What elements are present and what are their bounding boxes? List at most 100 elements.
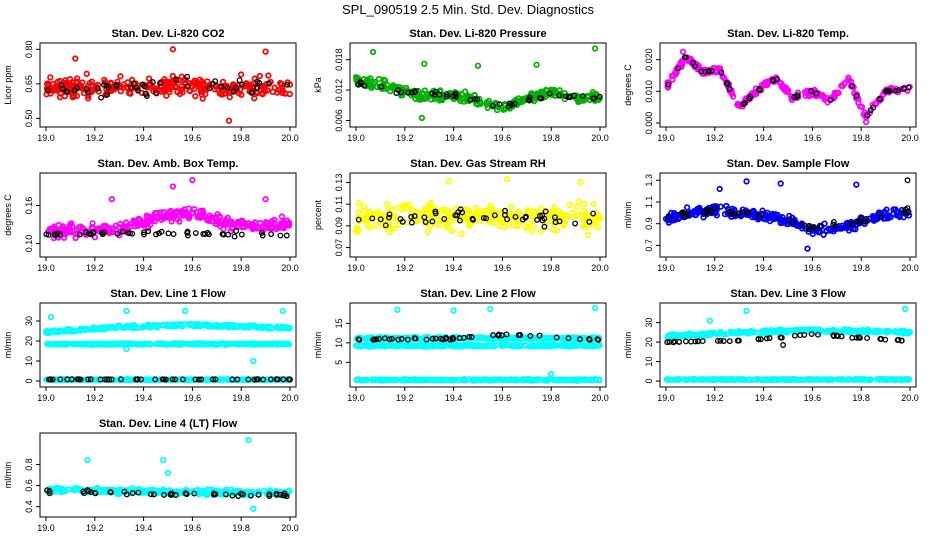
x-tick-label: 19.2 (86, 263, 104, 273)
y-tick-label: 0.020 (644, 48, 654, 71)
data-point (813, 90, 820, 97)
data-point (664, 376, 672, 383)
data-point (276, 224, 283, 231)
data-point (594, 336, 601, 343)
data-point (215, 376, 222, 383)
data-point (740, 101, 747, 108)
data-point (809, 376, 816, 383)
plot-frame (659, 302, 917, 388)
data-point (253, 85, 260, 91)
data-point (280, 376, 287, 383)
data-point (202, 340, 209, 348)
y-tick-label: 30 (24, 316, 34, 326)
data-point (728, 209, 735, 216)
data-point (205, 486, 213, 493)
data-point (561, 342, 568, 349)
data-point (495, 331, 502, 338)
data-point (480, 214, 487, 221)
x-tick-label: 19.4 (445, 393, 463, 403)
data-point (186, 213, 193, 220)
x-tick-label: 19.0 (37, 133, 55, 143)
data-point (590, 200, 597, 208)
data-point (252, 340, 260, 347)
data-point (712, 205, 719, 211)
data-point (44, 487, 51, 494)
data-point (55, 221, 62, 229)
data-point (417, 209, 424, 216)
data-point (864, 335, 871, 342)
data-point (757, 336, 764, 343)
data-point (99, 231, 106, 238)
y-tick-label: 0.4 (24, 500, 34, 513)
y-axis-label: ml/min (3, 332, 13, 359)
data-point (123, 345, 130, 353)
x-tick-label: 19.6 (184, 393, 202, 403)
data-point (596, 377, 603, 384)
data-point (107, 489, 114, 496)
data-point (71, 328, 79, 335)
data-points (352, 305, 603, 384)
data-point (369, 48, 377, 56)
data-point (408, 213, 415, 220)
data-point (361, 376, 369, 384)
data-point (815, 331, 821, 338)
data-point (98, 340, 106, 347)
data-point (469, 215, 476, 222)
data-point (220, 225, 227, 233)
data-point (184, 232, 191, 239)
data-point (249, 223, 256, 230)
data-point (782, 219, 790, 226)
data-point (247, 81, 254, 88)
data-point (89, 220, 96, 227)
data-point (167, 491, 174, 498)
data-point (214, 217, 222, 225)
data-point (894, 337, 901, 344)
data-point (766, 335, 773, 342)
data-point (501, 341, 508, 349)
data-point (284, 81, 291, 88)
data-point (358, 81, 364, 87)
data-point (789, 219, 796, 226)
data-point (390, 342, 398, 349)
data-point (695, 62, 702, 70)
x-tick-label: 19.2 (86, 523, 104, 533)
x-tick-label: 19.4 (135, 133, 153, 143)
data-point (249, 89, 256, 96)
data-point (743, 178, 750, 185)
data-point (127, 84, 134, 91)
y-tick-label: 0.8 (24, 458, 34, 471)
data-point (152, 376, 159, 383)
data-point (777, 180, 784, 187)
data-point (827, 96, 834, 103)
data-point (172, 376, 179, 383)
data-point (438, 335, 444, 342)
data-point (542, 208, 549, 215)
data-point (173, 76, 180, 83)
data-point (259, 232, 266, 239)
chart-title: Stan. Dev. Amb. Box Temp. (98, 158, 239, 170)
data-point (849, 334, 856, 341)
data-point (586, 336, 593, 343)
data-point (120, 81, 127, 88)
data-point (529, 228, 536, 235)
data-point (59, 85, 66, 92)
data-point (536, 332, 543, 339)
data-point (385, 205, 392, 212)
data-point (506, 376, 513, 383)
data-point (384, 342, 391, 349)
data-point (369, 215, 376, 222)
data-point (526, 97, 533, 104)
data-point (381, 335, 388, 342)
data-point (225, 117, 233, 124)
data-point (398, 376, 405, 383)
data-point (79, 224, 86, 232)
x-tick-label: 19.6 (184, 133, 202, 143)
x-tick-label: 19.0 (347, 133, 365, 143)
x-tick-label: 19.6 (184, 523, 202, 533)
data-point (761, 79, 769, 86)
x-tick-label: 20.0 (281, 133, 299, 143)
data-point (153, 89, 159, 96)
